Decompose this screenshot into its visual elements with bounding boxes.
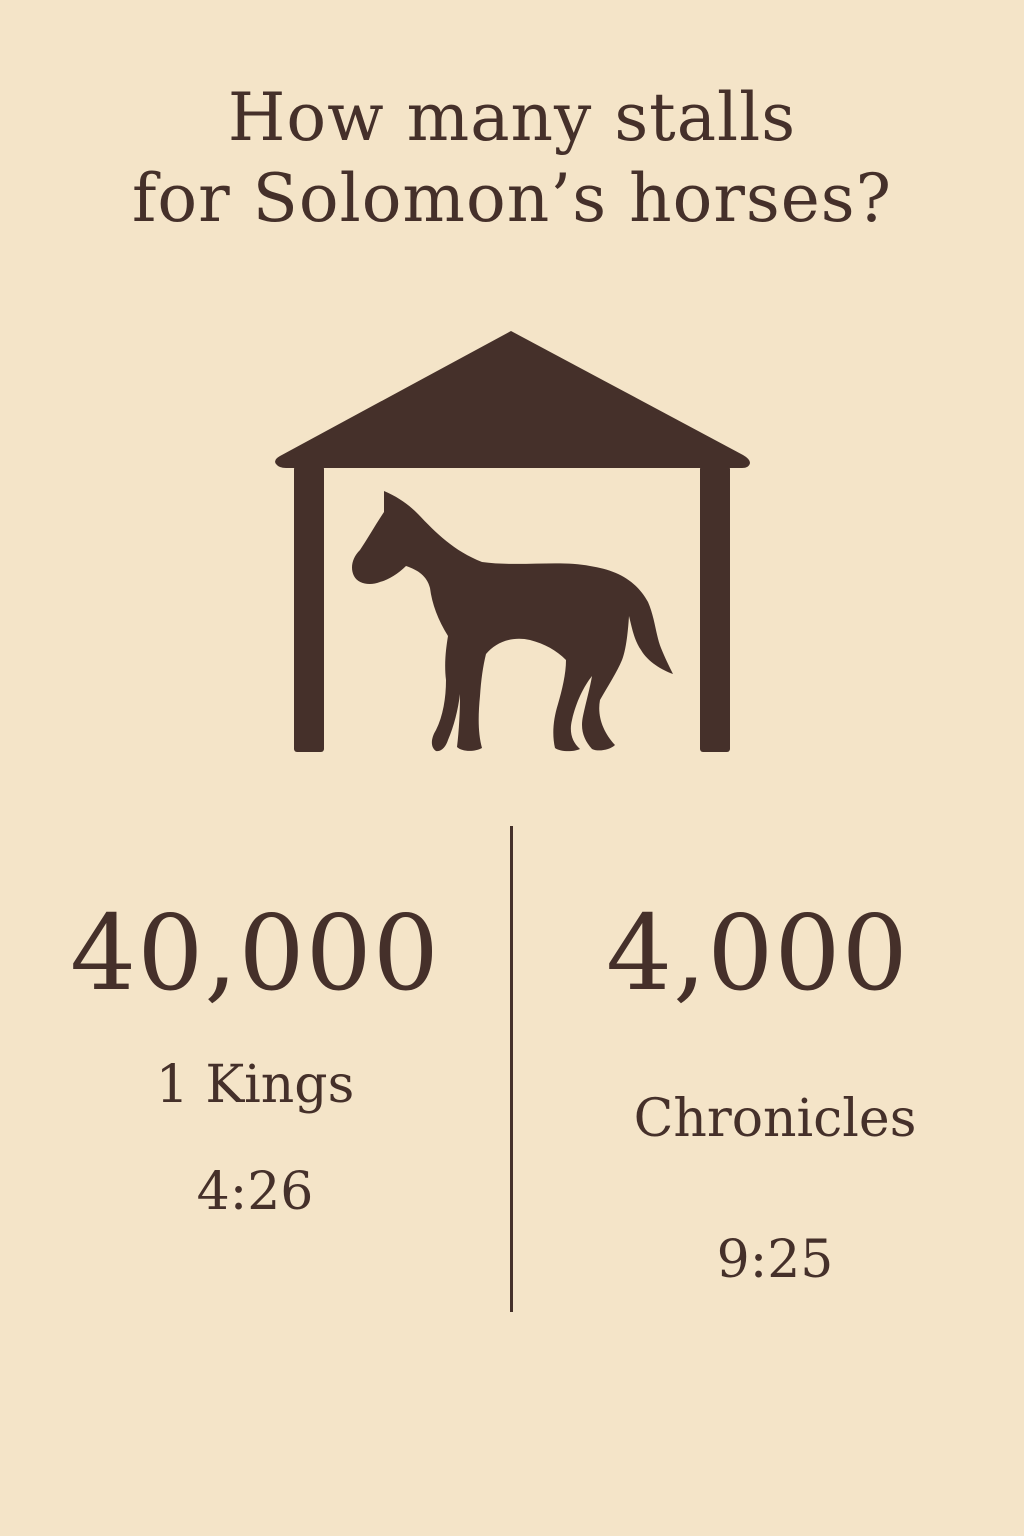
stat-1-kings: 40,000 1 Kings 4:26 [20, 896, 490, 1223]
stable-post-left [294, 466, 324, 752]
stat-chronicles-figure: 4,000 [606, 892, 909, 1014]
title-line-1: How many stalls [227, 79, 797, 156]
stat-1-kings-figure: 40,000 [70, 892, 440, 1014]
stat-1-kings-book: 1 Kings [155, 1055, 355, 1116]
page-title: How many stalls for Solomon’s horses? [0, 78, 1024, 239]
stat-chronicles: 4,000 Chronicles 9:25 [560, 896, 990, 1291]
horse-silhouette [352, 491, 673, 752]
stat-chronicles-book: Chronicles [633, 1089, 917, 1150]
title-line-2: for Solomon’s horses? [131, 159, 893, 237]
divider-line [510, 826, 513, 1312]
stable-roof [275, 331, 750, 468]
stat-chronicles-verse: 9:25 [716, 1229, 834, 1290]
horse-stable-icon [275, 331, 750, 752]
stable-post-right [700, 466, 730, 752]
stat-1-kings-verse: 4:26 [196, 1161, 314, 1222]
